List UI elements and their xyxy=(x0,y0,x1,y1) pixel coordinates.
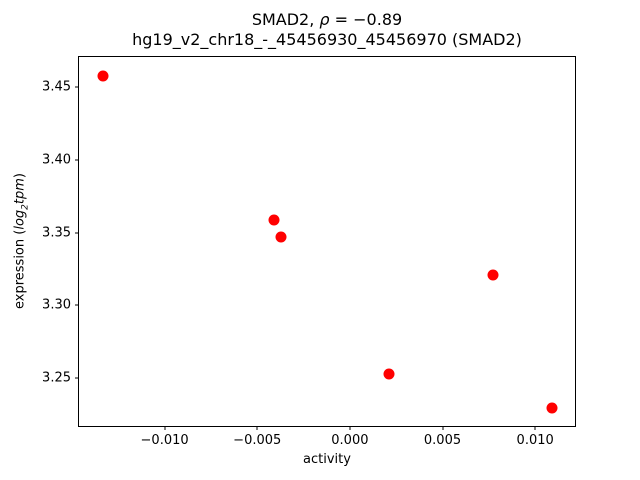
chart-title: SMAD2, ρ = −0.89 xyxy=(78,10,576,30)
rho-symbol: ρ xyxy=(319,10,330,29)
y-axis-label-math: log2tpm xyxy=(12,178,31,230)
y-tick-label: 3.45 xyxy=(42,79,71,95)
data-point xyxy=(268,214,280,226)
x-tick-mark xyxy=(349,426,351,430)
x-tick-label: −0.010 xyxy=(140,433,189,448)
y-axis-label: expression (log2tpm) xyxy=(13,173,34,309)
y-axis-label-suffix: ) xyxy=(12,173,28,179)
data-point xyxy=(383,368,395,380)
x-tick-label: −0.005 xyxy=(233,433,282,448)
y-tick-label: 3.35 xyxy=(42,225,71,241)
x-axis-label: activity xyxy=(303,452,351,467)
x-tick-label: 0.010 xyxy=(516,433,554,448)
chart-subtitle: hg19_v2_chr18_-_45456930_45456970 (SMAD2… xyxy=(132,30,522,49)
x-tick-mark xyxy=(442,426,444,430)
x-tick-label: 0.005 xyxy=(423,433,462,448)
y-tick-mark xyxy=(75,304,79,306)
y-tick-mark xyxy=(75,86,79,88)
y-tick-mark xyxy=(75,232,79,234)
chart-title-prefix: SMAD2, xyxy=(251,10,320,29)
y-tick-label: 3.30 xyxy=(42,297,71,313)
data-point xyxy=(546,402,558,414)
x-tick-mark xyxy=(256,426,258,430)
x-tick-label: 0.000 xyxy=(331,433,369,448)
data-point xyxy=(487,269,499,281)
y-axis-label-prefix: expression ( xyxy=(12,229,28,309)
plot-area: −0.010 −0.005 0.000 0.005 0.010 3.25 3.30 3.35 3… xyxy=(42,56,576,448)
y-tick-mark xyxy=(75,159,79,161)
data-point xyxy=(275,231,287,243)
y-tick-label: 3.25 xyxy=(42,370,71,386)
data-point xyxy=(97,70,109,82)
y-tick-label: 3.40 xyxy=(42,152,71,168)
x-tick-mark xyxy=(164,426,166,430)
chart-title-correlation-value: = −0.89 xyxy=(329,10,403,29)
y-tick-mark xyxy=(75,377,79,379)
x-tick-mark xyxy=(534,426,536,430)
